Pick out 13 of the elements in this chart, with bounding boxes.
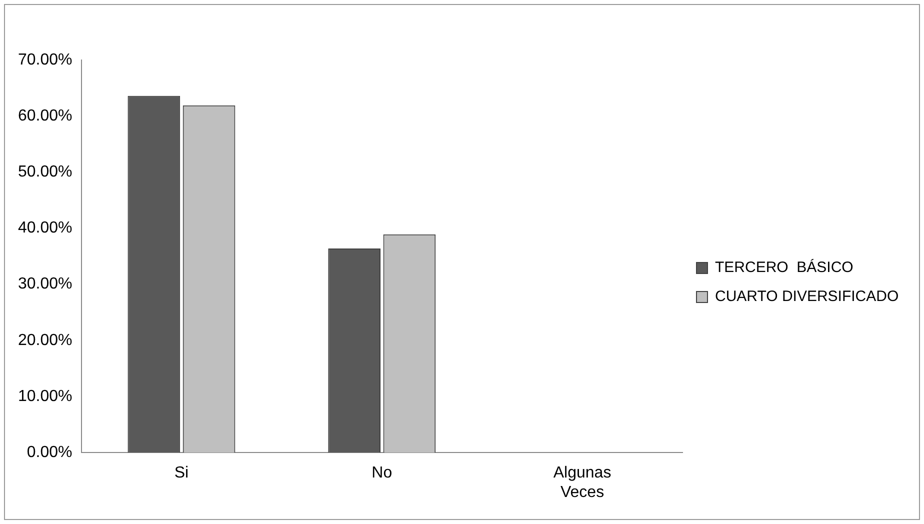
y-tick-label: 10.00% <box>18 388 72 405</box>
y-tick-label: 0.00% <box>26 444 72 462</box>
y-tick-label: 20.00% <box>18 332 72 349</box>
legend-label: TERCERO BÁSICO <box>715 258 854 276</box>
x-tick-label: Si <box>174 464 189 482</box>
y-tick-label: 40.00% <box>18 220 72 237</box>
y-tick-label: 50.00% <box>18 164 72 181</box>
x-tick-label: Algunas Veces <box>553 464 612 501</box>
y-tick-label: 30.00% <box>18 276 72 293</box>
legend-label: CUARTO DIVERSIFICADO <box>715 288 899 306</box>
y-tick-label: 70.00% <box>18 51 72 68</box>
x-tick-label: No <box>372 464 392 482</box>
y-tick-label: 60.00% <box>18 107 72 124</box>
